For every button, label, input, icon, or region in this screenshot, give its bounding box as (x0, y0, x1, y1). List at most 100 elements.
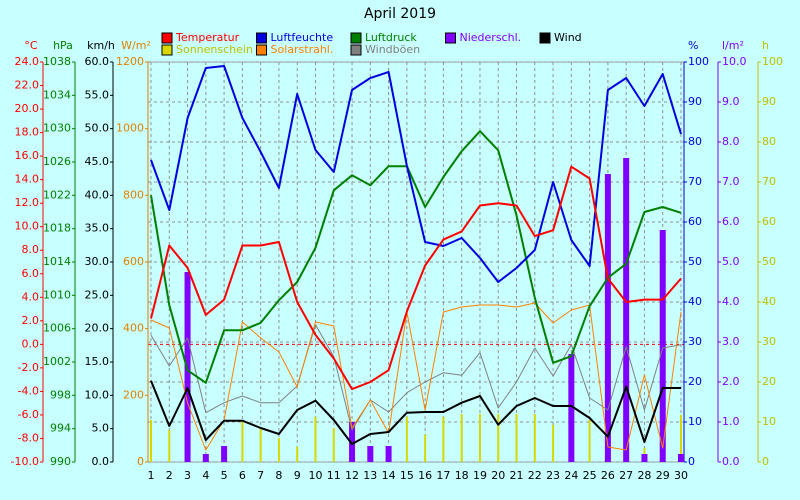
bar (150, 420, 152, 462)
x-tick-label: 6 (239, 469, 246, 482)
y-tick-label: 14.0 (15, 173, 40, 186)
x-tick-label: 17 (436, 469, 450, 482)
legend-swatch (350, 32, 362, 44)
y-tick-label: 600 (123, 255, 144, 268)
x-tick-label: 2 (166, 469, 173, 482)
bar (168, 430, 171, 462)
bar (424, 434, 427, 462)
y-tick-label: 990 (50, 455, 71, 468)
x-tick-label: 19 (473, 469, 487, 482)
bar (221, 446, 228, 462)
y-tick-label: 1030 (43, 122, 71, 135)
y-tick-label: 60.0 (85, 55, 110, 68)
x-tick-label: 24 (564, 469, 578, 482)
y-tick-label: 1022 (43, 188, 71, 201)
axis-unit-label: % (688, 39, 698, 52)
y-tick-label: 24.0 (15, 55, 40, 68)
bar (277, 438, 280, 462)
legend-swatch (445, 32, 456, 44)
y-tick-label: 100 (688, 55, 709, 68)
x-tick-label: 11 (327, 469, 341, 482)
y-tick-label: 10.0 (722, 55, 747, 68)
bar (314, 416, 317, 462)
x-tick-label: 5 (221, 469, 228, 482)
y-tick-label: 4.0 (722, 295, 740, 308)
x-tick-label: 3 (184, 469, 191, 482)
y-tick-label: 3.0 (722, 335, 740, 348)
y-tick-label: 5.0 (92, 422, 110, 435)
y-tick-label: -8.0 (18, 431, 39, 444)
y-tick-label: 1026 (43, 155, 71, 168)
y-tick-label: 60 (688, 215, 702, 228)
legend-swatch (256, 44, 267, 56)
y-tick-label: -10.0 (11, 455, 39, 468)
legend-label: Luftdruck (365, 31, 417, 44)
x-tick-label: 23 (546, 469, 560, 482)
x-tick-label: 28 (637, 469, 651, 482)
bar (241, 420, 244, 462)
x-tick-label: 30 (674, 469, 688, 482)
bar (659, 230, 666, 462)
legend-swatch (539, 32, 551, 44)
y-tick-label: 0 (762, 455, 769, 468)
y-tick-label: 1034 (43, 88, 71, 101)
y-tick-label: 1038 (43, 55, 71, 68)
bar (259, 428, 262, 462)
bar (533, 414, 536, 462)
bar (296, 446, 299, 462)
y-tick-label: 5.0 (722, 255, 740, 268)
y-tick-label: 20 (762, 375, 776, 388)
x-tick-label: 25 (583, 469, 597, 482)
y-tick-label: 20.0 (85, 322, 110, 335)
x-tick-label: 20 (491, 469, 505, 482)
y-tick-label: 10.0 (85, 388, 110, 401)
x-tick-label: 14 (382, 469, 396, 482)
bar (552, 424, 555, 462)
legend-label: Luftfeuchte (271, 31, 334, 44)
y-tick-label: -2.0 (18, 361, 39, 374)
y-tick-label: 9.0 (722, 95, 740, 108)
y-tick-label: 20.0 (15, 102, 40, 115)
chart-title: April 2019 (364, 6, 436, 22)
line (150, 380, 681, 445)
y-tick-label: 80 (688, 135, 702, 148)
y-tick-label: 200 (123, 388, 144, 401)
bar (515, 414, 518, 462)
legend-label: Sonnenschein (176, 43, 253, 56)
y-tick-label: 2.0 (22, 314, 40, 327)
legend-label: Windböen (365, 43, 420, 56)
y-tick-label: 6.0 (22, 267, 40, 280)
x-tick-label: 18 (455, 469, 469, 482)
legend-label: Solarstrahl. (271, 43, 334, 56)
bar (623, 158, 630, 462)
y-tick-label: 6.0 (722, 215, 740, 228)
x-tick-label: 26 (601, 469, 615, 482)
y-tick-label: 12.0 (15, 196, 40, 209)
x-tick-label: 9 (294, 469, 301, 482)
axis-unit-label: hPa (53, 39, 73, 52)
y-tick-label: 40.0 (85, 188, 110, 201)
legend-label: Niederschl. (460, 31, 522, 44)
y-tick-label: 30.0 (85, 255, 110, 268)
bar (367, 446, 374, 462)
bar (332, 428, 335, 462)
y-tick-label: 1018 (43, 222, 71, 235)
line (150, 165, 682, 391)
x-tick-label: 21 (510, 469, 524, 482)
bar (385, 446, 392, 462)
line (150, 302, 682, 451)
y-tick-label: 40 (688, 295, 702, 308)
y-tick-label: 100 (762, 55, 783, 68)
y-tick-label: 0.0 (22, 337, 40, 350)
x-tick-label: 4 (202, 469, 209, 482)
y-tick-label: 25.0 (85, 288, 110, 301)
bar (478, 414, 481, 462)
y-tick-label: 994 (50, 422, 71, 435)
y-tick-label: 60 (762, 215, 776, 228)
x-tick-label: 27 (619, 469, 633, 482)
y-tick-label: 80 (762, 135, 776, 148)
bar (641, 454, 648, 462)
y-tick-label: 8.0 (722, 135, 740, 148)
y-tick-label: 1000 (116, 122, 144, 135)
legend-swatch (161, 44, 173, 56)
